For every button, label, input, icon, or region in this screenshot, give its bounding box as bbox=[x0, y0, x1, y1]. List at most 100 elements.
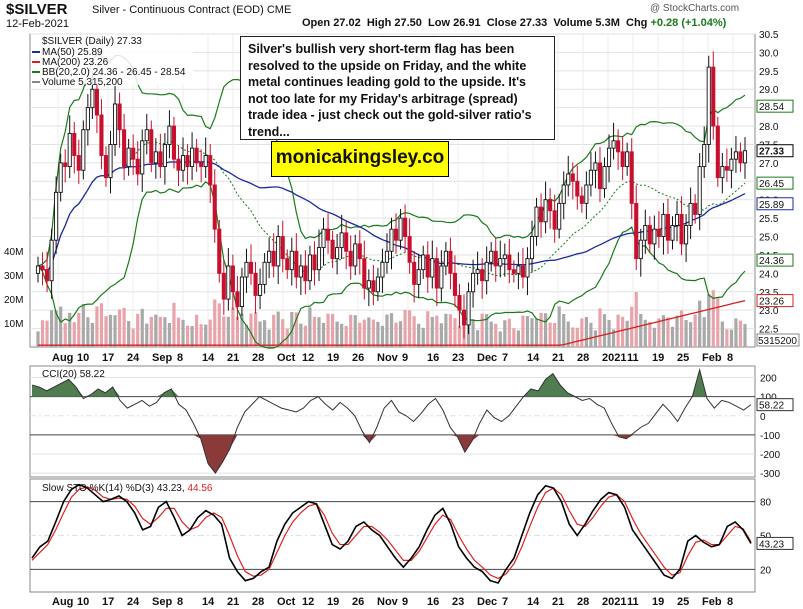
candle-body bbox=[448, 250, 453, 274]
x-axis-label-bottom: 9 bbox=[402, 596, 408, 608]
x-axis-label: 14 bbox=[527, 352, 540, 364]
volume-bar bbox=[353, 315, 357, 347]
volume-bar bbox=[661, 315, 666, 347]
volume-bar bbox=[389, 313, 394, 347]
volume-bar bbox=[172, 302, 176, 347]
price-value-tag bbox=[756, 253, 794, 267]
volume-bar bbox=[621, 316, 625, 347]
volume-bar bbox=[648, 322, 652, 347]
cci-overbought-fill bbox=[32, 369, 751, 397]
volume-bar bbox=[317, 317, 321, 347]
volume-bar bbox=[208, 319, 212, 347]
volume-bar bbox=[702, 317, 706, 347]
volume-tick-label: 40M bbox=[4, 247, 23, 258]
x-axis-label: 28 bbox=[577, 352, 589, 364]
candle-body bbox=[362, 258, 367, 289]
volume-bar bbox=[385, 314, 389, 347]
x-axis-label: 11 bbox=[627, 352, 639, 364]
brand-label: monicakingsley.co bbox=[271, 141, 449, 177]
candle-body bbox=[688, 202, 693, 226]
volume-bar bbox=[729, 329, 734, 347]
volume-bar bbox=[299, 323, 303, 347]
x-axis-label: 17 bbox=[102, 352, 114, 364]
x-axis-label-bottom: 28 bbox=[577, 596, 589, 608]
volume-bar bbox=[566, 321, 570, 347]
volume-bar bbox=[426, 311, 430, 347]
candle-body bbox=[208, 155, 213, 186]
volume-bar bbox=[362, 319, 366, 347]
price-tick-label: 23.0 bbox=[759, 306, 779, 317]
volume-bar bbox=[185, 325, 190, 347]
candle-body bbox=[217, 228, 222, 274]
candle-body bbox=[656, 228, 661, 237]
price-value-label: 26.45 bbox=[759, 179, 784, 190]
candle-body bbox=[94, 88, 99, 116]
x-axis-label-bottom: 21 bbox=[552, 596, 564, 608]
candle-body bbox=[167, 125, 172, 145]
volume-bar bbox=[403, 310, 407, 347]
candle-body bbox=[552, 210, 557, 230]
candle-body bbox=[199, 162, 204, 168]
x-axis-label: 25 bbox=[677, 352, 689, 364]
volume-bar bbox=[439, 323, 443, 347]
cci-value-label: 58.22 bbox=[759, 401, 784, 412]
x-axis-label-bottom: 19 bbox=[652, 596, 664, 608]
x-axis-label: 7 bbox=[502, 352, 508, 364]
volume-bar bbox=[195, 314, 199, 347]
candle-body bbox=[638, 239, 643, 260]
candle-body bbox=[384, 250, 390, 263]
volume-bar bbox=[108, 314, 113, 347]
volume-bar bbox=[340, 323, 344, 347]
annotation-box: Silver's bullish very short-term flag ha… bbox=[240, 36, 555, 140]
candle-body bbox=[457, 294, 462, 311]
volume-bar bbox=[525, 316, 530, 347]
volume-bar bbox=[693, 314, 697, 347]
candle-body bbox=[602, 166, 607, 190]
x-axis-label-bottom: Feb bbox=[702, 596, 722, 608]
candle-body bbox=[371, 280, 376, 293]
volume-bar bbox=[45, 320, 49, 347]
volume-bar bbox=[253, 312, 258, 347]
x-axis-label-bottom: Aug bbox=[52, 596, 73, 608]
volume-bar bbox=[711, 290, 715, 347]
candle-body bbox=[670, 225, 675, 241]
volume-bar bbox=[376, 321, 380, 347]
candle-body bbox=[171, 125, 177, 160]
volume-bar bbox=[149, 316, 153, 347]
volume-bar bbox=[421, 327, 425, 347]
panel-frame bbox=[29, 365, 756, 478]
ohlc-summary: Open 27.02 High 27.50 Low 26.91 Close 27… bbox=[302, 17, 727, 29]
candle-body bbox=[258, 283, 263, 296]
candle-body bbox=[190, 147, 195, 168]
candle-body bbox=[720, 166, 725, 179]
volume-bar bbox=[263, 320, 267, 347]
price-tick-label: 27.0 bbox=[759, 159, 779, 170]
volume-bar bbox=[498, 331, 502, 347]
x-axis-label: 19 bbox=[327, 352, 339, 364]
volume-bar bbox=[77, 312, 81, 347]
candle-body bbox=[185, 155, 190, 168]
x-axis-label: 8 bbox=[727, 352, 733, 364]
volume-bar bbox=[457, 325, 462, 347]
volume-bar bbox=[349, 314, 353, 347]
candle-body bbox=[706, 66, 711, 145]
x-axis-label-bottom: 26 bbox=[352, 596, 364, 608]
x-axis-label-bottom: 14 bbox=[527, 596, 540, 608]
legend-sto: Slow STO %K(14) %D(3) 43.23, 44.56 bbox=[42, 483, 213, 494]
volume-bar bbox=[571, 327, 575, 347]
candle-body bbox=[344, 232, 349, 252]
volume-bar bbox=[371, 319, 375, 347]
candle-body bbox=[226, 265, 231, 300]
volume-bar bbox=[113, 315, 117, 347]
candle-body bbox=[357, 243, 362, 260]
volume-bar bbox=[707, 294, 711, 347]
volume-bar bbox=[580, 318, 584, 347]
volume-bar bbox=[335, 321, 339, 347]
volume-bar bbox=[54, 310, 58, 347]
candle-body bbox=[461, 309, 467, 326]
candle-body bbox=[520, 265, 525, 278]
candle-body bbox=[81, 129, 86, 171]
volume-tick-label: 10M bbox=[4, 319, 23, 330]
volume-bar bbox=[127, 321, 131, 347]
price-value-tag bbox=[756, 99, 794, 113]
